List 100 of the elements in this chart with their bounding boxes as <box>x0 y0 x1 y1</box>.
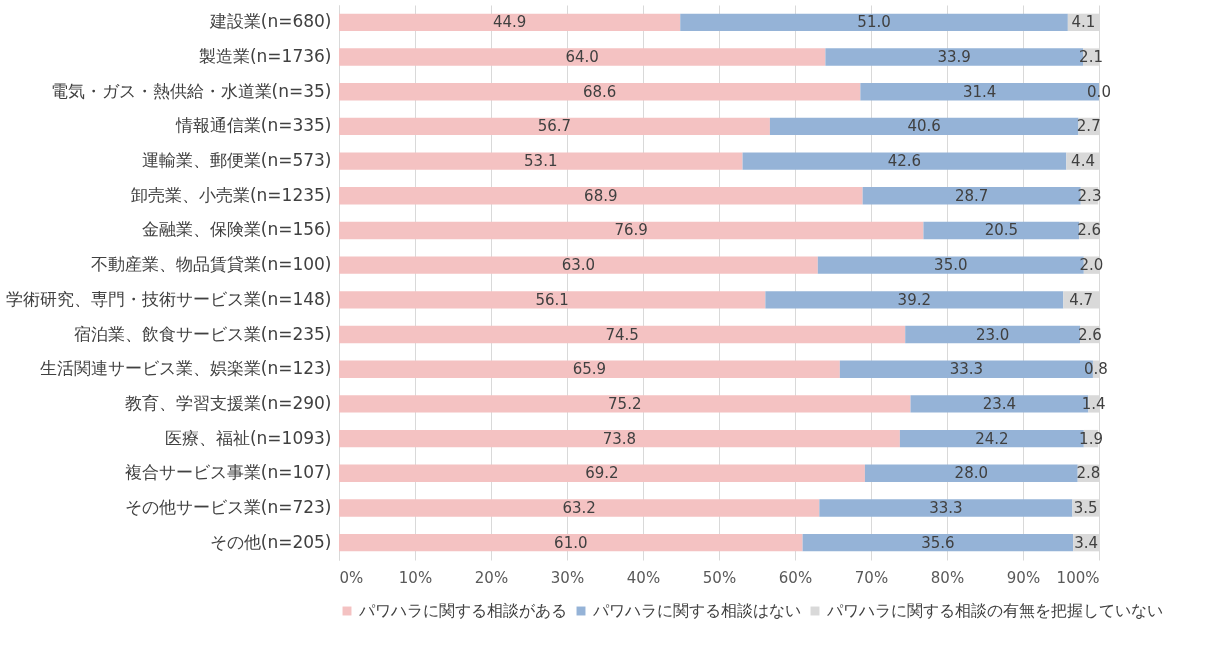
data-label: 4.1 <box>1071 13 1096 32</box>
bar <box>802 533 1074 552</box>
data-label: 40.6 <box>907 117 941 136</box>
data-label: 64.0 <box>565 48 599 67</box>
data-label: 33.3 <box>929 498 963 517</box>
bar <box>765 291 1064 309</box>
data-label: 56.7 <box>537 117 572 136</box>
bar <box>339 464 865 482</box>
y-tick-label: 不動産業、物品賃貸業(n=100) <box>90 254 332 275</box>
legend-label: パワハラに関する相談はない <box>592 601 801 620</box>
y-tick-label: 製造業(n=1736) <box>198 46 332 67</box>
bar <box>339 429 900 448</box>
bar <box>680 13 1068 32</box>
data-label: 53.1 <box>524 152 558 171</box>
x-tick-label: 0% <box>339 568 364 587</box>
y-tick-label: 生活関連サービス業、娯楽業(n=123) <box>39 358 332 379</box>
data-label: 24.2 <box>975 429 1009 448</box>
bar <box>339 48 826 66</box>
bar <box>339 499 820 517</box>
data-label: 20.5 <box>984 221 1019 240</box>
data-label: 2.7 <box>1076 117 1101 136</box>
data-label: 56.1 <box>535 290 569 309</box>
bar <box>339 83 861 101</box>
y-tick-label: 卸売業、小売業(n=1235) <box>130 184 332 205</box>
bar <box>339 325 906 344</box>
data-label: 74.5 <box>605 325 639 344</box>
bar <box>339 533 803 552</box>
data-label: 0.8 <box>1084 360 1108 379</box>
data-label: 23.0 <box>975 325 1010 344</box>
data-label: 44.9 <box>492 13 527 32</box>
y-tick-label: 建設業(n=680) <box>208 11 332 32</box>
bar <box>339 360 840 378</box>
bar <box>923 221 1080 240</box>
data-label: 68.6 <box>582 82 617 101</box>
y-tick-label: 教育、学習支援業(n=290) <box>124 392 332 413</box>
x-tick-label: 20% <box>474 568 509 587</box>
bar <box>742 152 1067 170</box>
data-label: 76.9 <box>614 221 648 240</box>
data-label: 2.3 <box>1077 186 1102 205</box>
bar <box>339 13 681 32</box>
legend-label: パワハラに関する相談の有無を把握していない <box>826 601 1163 620</box>
data-label: 68.9 <box>584 186 618 205</box>
data-label: 75.2 <box>608 394 642 413</box>
data-label: 1.4 <box>1081 394 1106 413</box>
bar <box>339 152 743 170</box>
bar <box>339 256 818 274</box>
data-label: 3.4 <box>1074 533 1099 552</box>
y-tick-label: 情報通信業(n=335) <box>174 115 332 136</box>
data-label: 4.7 <box>1069 290 1094 309</box>
data-label: 69.2 <box>585 464 619 483</box>
data-label: 4.4 <box>1071 152 1095 171</box>
x-tick-label: 10% <box>398 568 433 587</box>
data-label: 2.8 <box>1076 464 1101 483</box>
x-tick-label: 40% <box>626 568 661 587</box>
y-tick-label: 医療、福祉(n=1093) <box>164 427 332 448</box>
bar <box>769 117 1079 136</box>
bar <box>339 117 770 136</box>
data-label: 63.2 <box>562 498 596 517</box>
y-tick-label: 複合サービス事業(n=107) <box>124 462 332 483</box>
data-label: 51.0 <box>857 13 891 32</box>
data-label: 23.4 <box>982 394 1017 413</box>
y-tick-label: 学術研究、専門・技術サービス業(n=148) <box>5 288 332 309</box>
y-tick-label: 金融業、保険業(n=156) <box>141 219 332 240</box>
data-label: 61.0 <box>554 533 588 552</box>
data-label: 39.2 <box>897 290 932 309</box>
data-label: 42.6 <box>887 152 922 171</box>
data-label: 73.8 <box>602 429 637 448</box>
x-tick-label: 90% <box>1006 568 1041 587</box>
data-label: 1.9 <box>1079 429 1103 448</box>
data-label: 28.7 <box>955 186 989 205</box>
y-tick-label: 電気・ガス・熱供給・水道業(n=35) <box>50 80 332 101</box>
x-tick-label: 50% <box>702 568 737 587</box>
bar <box>864 464 1078 482</box>
data-label: 31.4 <box>962 82 997 101</box>
bar <box>339 395 911 413</box>
legend-label: パワハラに関する相談がある <box>358 601 567 620</box>
x-tick-label: 80% <box>930 568 965 587</box>
x-tick-label: 100% <box>1056 568 1100 587</box>
data-label: 35.0 <box>934 256 968 275</box>
data-label: 28.0 <box>954 464 989 483</box>
data-label: 2.1 <box>1079 48 1103 67</box>
data-label: 63.0 <box>561 256 596 275</box>
data-label: 33.9 <box>937 48 971 67</box>
data-label: 2.0 <box>1079 256 1104 275</box>
data-label: 0.0 <box>1087 82 1111 101</box>
y-tick-label: 宿泊業、飲食サービス業(n=235) <box>73 323 332 344</box>
bar <box>905 325 1080 344</box>
bar <box>819 499 1073 517</box>
y-tick-label: その他サービス業(n=723) <box>124 496 332 517</box>
bar <box>339 221 924 240</box>
data-label: 65.9 <box>572 360 607 379</box>
data-label: 3.5 <box>1073 498 1098 517</box>
y-tick-label: 運輸業、郵便業(n=573) <box>141 150 332 171</box>
data-label: 33.3 <box>949 360 984 379</box>
x-tick-label: 70% <box>854 568 889 587</box>
bar <box>339 291 766 309</box>
bar <box>339 187 863 205</box>
data-label: 35.6 <box>921 533 955 552</box>
data-label: 2.6 <box>1077 325 1102 344</box>
data-label: 2.6 <box>1077 221 1102 240</box>
